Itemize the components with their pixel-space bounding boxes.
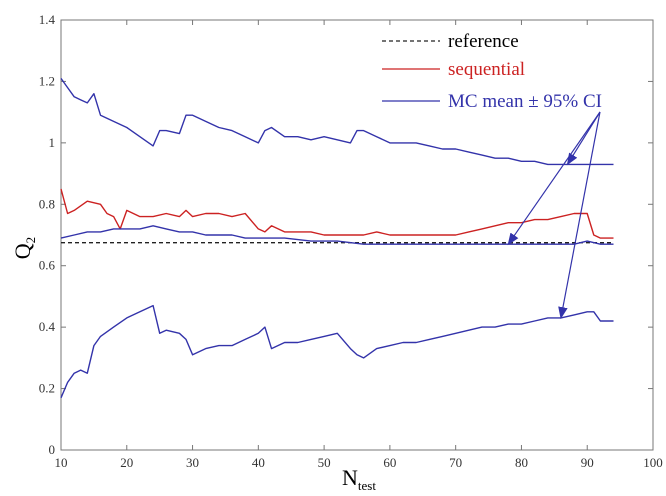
y-axis-ticks: 0 0.2 0.4 0.6 0.8 1 1.2 1.4 [39,12,653,457]
y-axis-label: Q2 [10,237,38,259]
y-tick-label: 0 [49,442,56,457]
x-axis-label: Ntest [342,465,376,493]
y-tick-label: 1.4 [39,12,56,27]
x-tick-label: 100 [643,455,663,470]
annotation-arrows [507,111,601,320]
y-tick-label: 0.6 [39,258,56,273]
series-line-sequential [60,188,614,239]
annotation-arrow [507,111,601,246]
annotation-arrow [558,111,601,320]
x-tick-label: 80 [515,455,528,470]
series-layer [60,77,614,399]
legend-label-mc-mean: MC mean ± 95% CI [448,91,602,112]
x-axis-ticks: 10 20 30 40 50 60 70 80 90 100 [55,20,663,470]
series-line-mc-mean-upper-95-ci [60,77,614,166]
x-axis-label-subscript: test [358,478,376,493]
x-tick-label: 60 [383,455,396,470]
legend-label-reference: reference [448,31,519,52]
x-tick-label: 10 [55,455,68,470]
y-tick-label: 0.8 [39,196,55,211]
legend-label-sequential: sequential [448,59,525,80]
y-tick-label: 1.2 [39,73,55,88]
x-tick-label: 40 [252,455,265,470]
x-tick-label: 20 [120,455,133,470]
y-tick-label: 0.4 [39,319,56,334]
legend: reference sequential MC mean ± 95% CI [382,31,602,112]
y-tick-label: 0.2 [39,381,55,396]
series-line-mc-mean [60,225,614,245]
y-tick-label: 1 [49,135,56,150]
x-tick-label: 70 [449,455,462,470]
series-line-mc-mean-lower-95-ci [60,304,614,399]
x-tick-label: 90 [581,455,594,470]
x-tick-label: 50 [318,455,331,470]
x-tick-label: 30 [186,455,199,470]
y-axis-label-subscript: 2 [23,237,38,244]
